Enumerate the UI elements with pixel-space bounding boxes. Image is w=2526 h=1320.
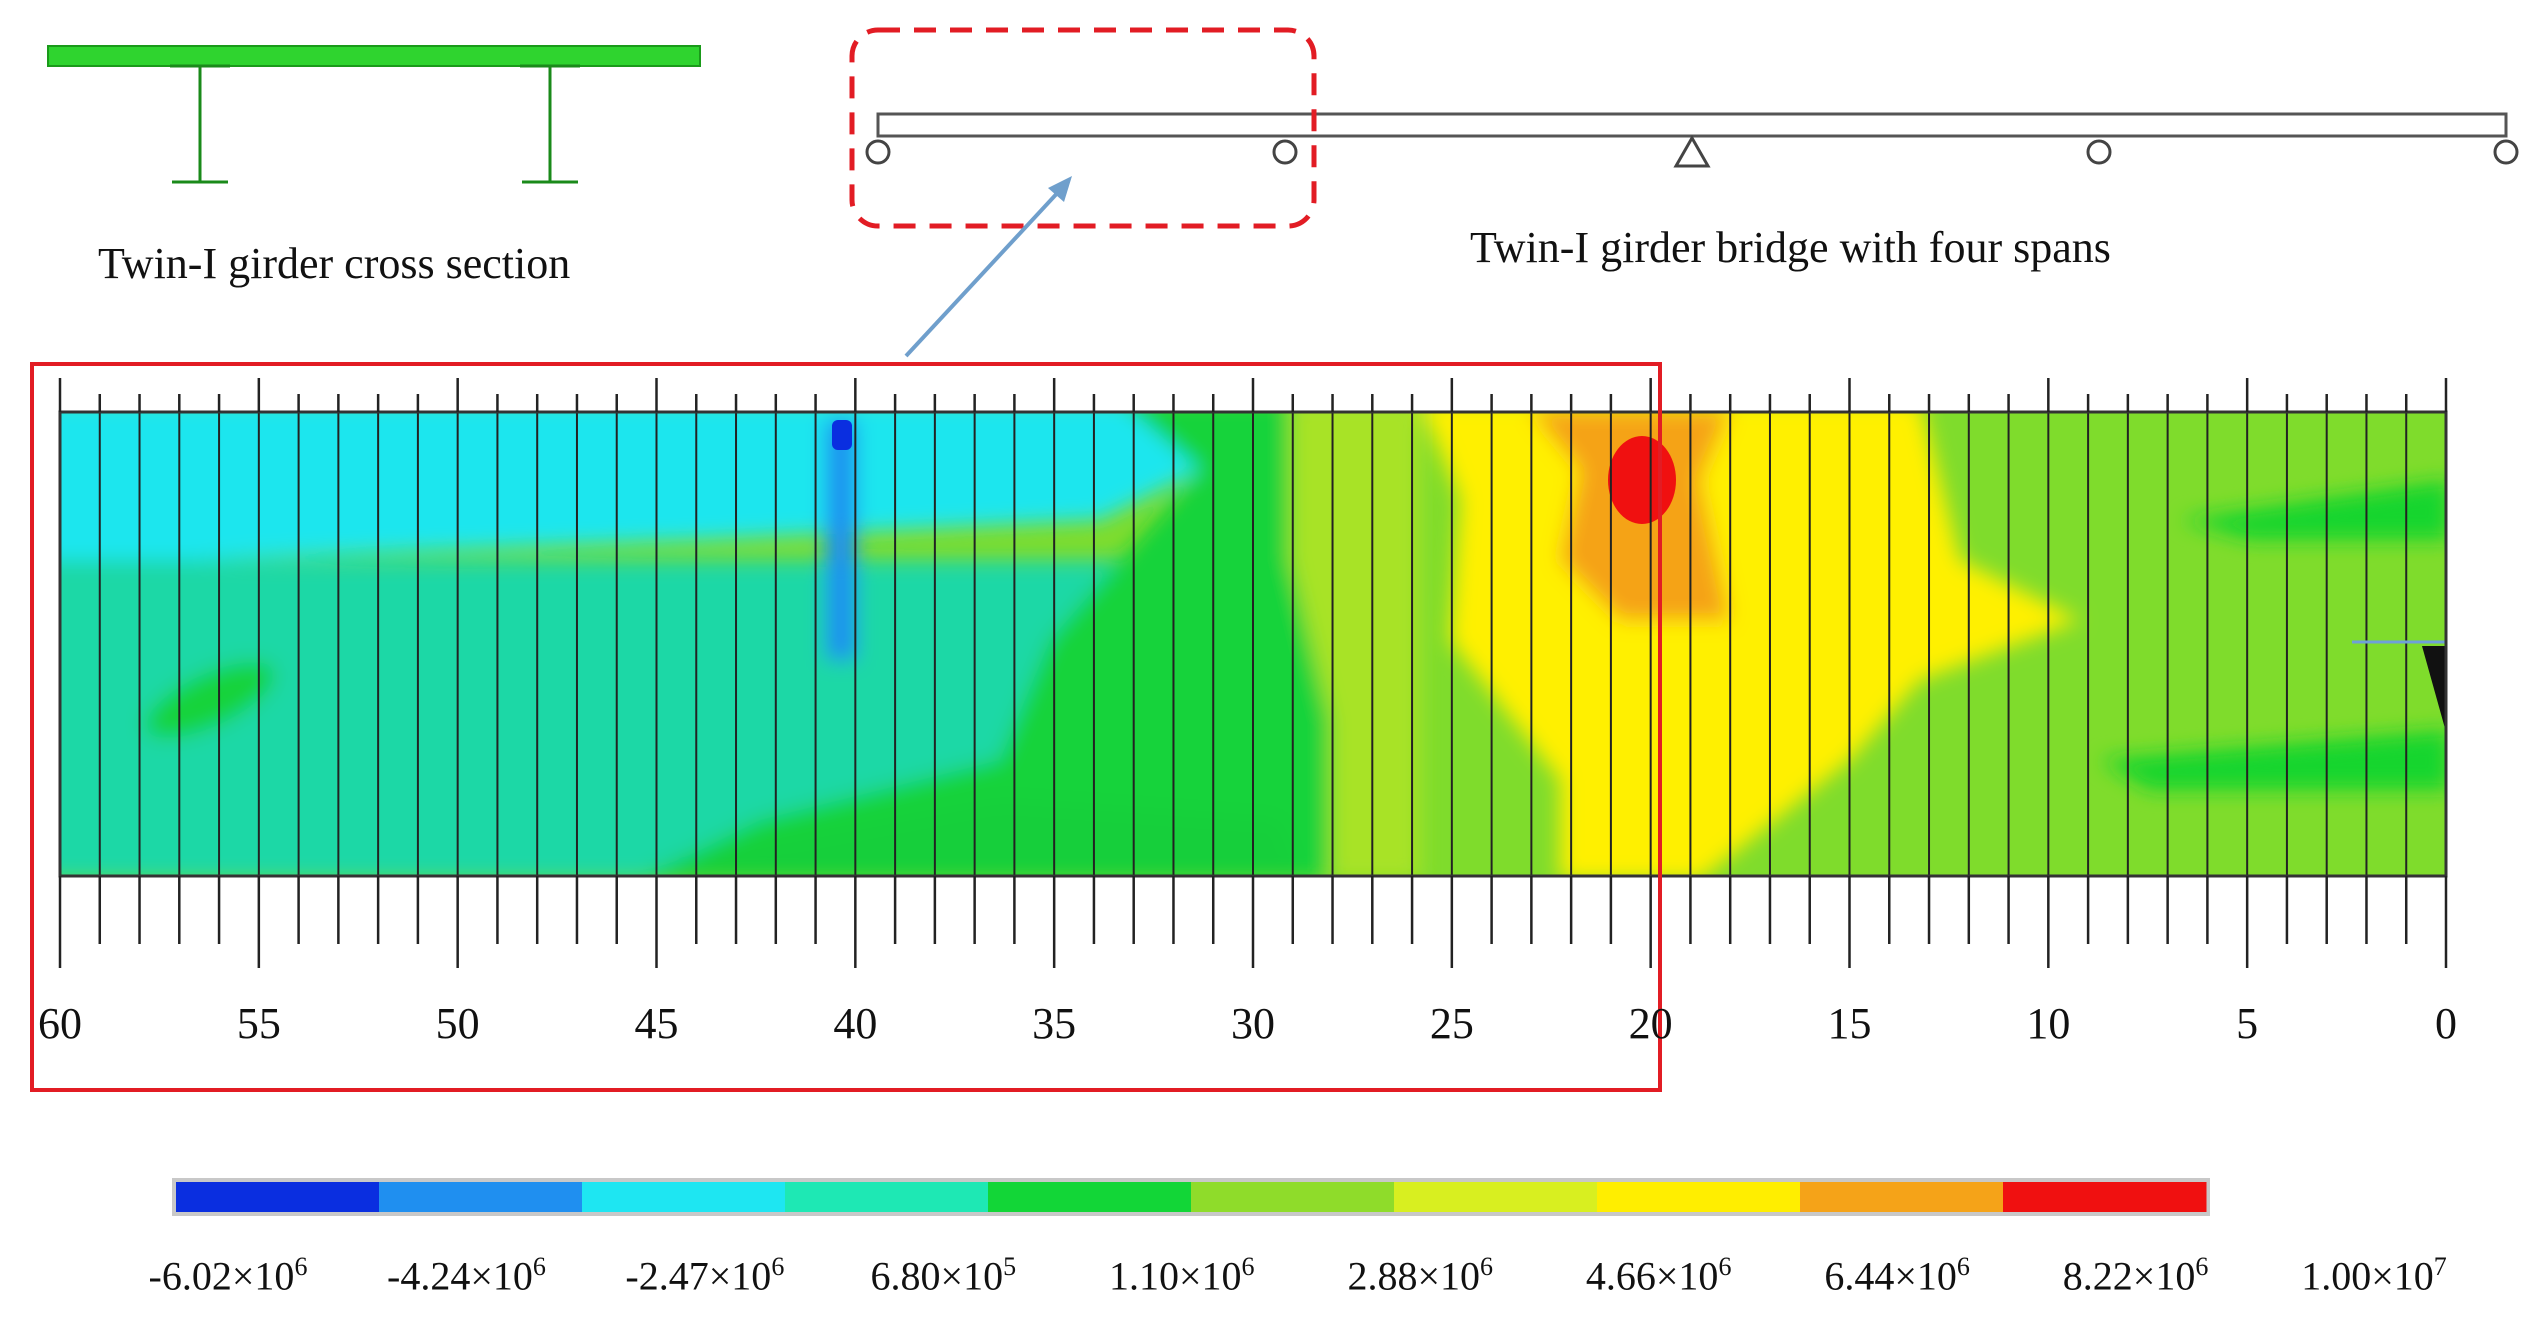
bridge-caption: Twin-I girder bridge with four spans (1470, 223, 2111, 272)
axis-tick-label: 55 (236, 999, 281, 1048)
colorbar-label-exponent: 6 (2195, 1252, 2209, 1281)
colorbar-label: -4.24×106 (387, 1252, 546, 1299)
axis-tick-label: 20 (1628, 999, 1673, 1048)
colorbar-label-exponent: 7 (2433, 1252, 2447, 1281)
colorbar-segment (379, 1182, 583, 1212)
coordinate-triad-icon (2352, 640, 2446, 732)
colorbar-label: 1.00×107 (2301, 1252, 2447, 1299)
highlight-region-box (30, 362, 1662, 1092)
axis-tick-label: 25 (1429, 999, 1474, 1048)
axis-tick-label: 45 (634, 999, 679, 1048)
min-stress-spot (832, 420, 852, 450)
axis-tick-label: 50 (435, 999, 480, 1048)
colorbar-label: 4.66×106 (1586, 1252, 1732, 1299)
axis-tick-label: 35 (1032, 999, 1077, 1048)
colorbar-label-value: 4.66×10 (1585, 1253, 1719, 1299)
colorbar-label-exponent: 6 (1956, 1252, 1970, 1281)
deck-slab (47, 45, 701, 67)
colorbar-label-value: 8.22×10 (2062, 1253, 2196, 1299)
cross-section-drawing (47, 45, 701, 184)
stiffener-lines (98, 412, 2408, 876)
colorbar-label-value: 1.00×10 (2301, 1253, 2434, 1299)
colorbar-label-exponent: 6 (1480, 1252, 1493, 1281)
colorbar-label-exponent: 6 (294, 1252, 308, 1281)
colorbar-label-exponent: 6 (1241, 1252, 1255, 1281)
colorbar-segment (176, 1182, 380, 1212)
roller-support-icon (1272, 139, 1298, 165)
axis-tick-label: 40 (833, 999, 878, 1048)
axis-tick-label: 15 (1827, 999, 1872, 1048)
axis-tick-label: 60 (38, 999, 82, 1048)
colorbar-label: 8.22×106 (2063, 1252, 2209, 1299)
left-i-girder (170, 64, 230, 184)
axis-tick-label: 10 (2026, 999, 2071, 1048)
colorbar-segment (1191, 1182, 1395, 1212)
axis-tick-label: 5 (2236, 999, 2259, 1048)
colorbar-label: -2.47×106 (625, 1252, 784, 1299)
axis-tick-marks (58, 378, 2448, 968)
colorbar-label: 6.44×106 (1824, 1252, 1970, 1299)
colorbar-label: 2.88×106 (1347, 1252, 1493, 1299)
contour-fills (60, 412, 2446, 876)
colorbar-label-value: 6.80×10 (870, 1253, 1004, 1299)
colorbar-label-exponent: 6 (532, 1252, 546, 1281)
cross-section-caption: Twin-I girder cross section (98, 239, 571, 288)
span-callout-dashed-box (849, 27, 1317, 229)
stress-contour-plot (60, 412, 2446, 876)
colorbar-label-value: -2.47×10 (625, 1253, 772, 1299)
roller-support-icon (865, 139, 891, 165)
bridge-deck (876, 112, 2508, 138)
colorbar-label: -6.02×106 (149, 1252, 308, 1299)
axis-tick-label: 30 (1231, 999, 1275, 1048)
colorbar-label-value: 2.88×10 (1347, 1253, 1480, 1299)
colorbar-segment (785, 1182, 989, 1212)
callout-arrow-icon (904, 176, 1072, 358)
colorbar-segment (582, 1182, 786, 1212)
colorbar-segment (1597, 1182, 1801, 1212)
colorbar-label-value: -4.24×10 (386, 1253, 533, 1299)
pin-support-icon (1673, 134, 1711, 168)
colorbar-segment (1800, 1182, 2004, 1212)
roller-support-icon (2493, 139, 2519, 165)
colorbar-label: 6.80×105 (871, 1252, 1017, 1299)
roller-support-icon (2086, 139, 2112, 165)
peak-stress-spot (1608, 436, 1676, 524)
colorbar-label-value: -6.02×10 (148, 1253, 295, 1299)
colorbar-label-exponent: 5 (1003, 1252, 1017, 1281)
colorbar-label-value: 1.10×10 (1108, 1253, 1242, 1299)
colorbar (172, 1178, 2210, 1216)
colorbar-label: 1.10×106 (1109, 1252, 1255, 1299)
colorbar-label-value: 6.44×10 (1824, 1253, 1957, 1299)
colorbar-segment (988, 1182, 1192, 1212)
axis-tick-label: 0 (2435, 999, 2457, 1048)
colorbar-label-exponent: 6 (771, 1252, 785, 1281)
right-i-girder (520, 64, 580, 184)
colorbar-label-exponent: 6 (1718, 1252, 1732, 1281)
colorbar-segment (2003, 1182, 2207, 1212)
bridge-elevation (865, 112, 2519, 168)
colorbar-segment (1394, 1182, 1598, 1212)
